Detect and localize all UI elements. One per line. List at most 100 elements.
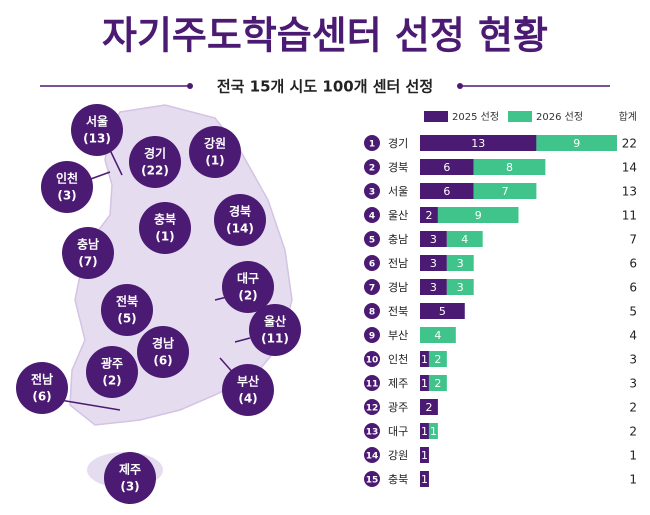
bar-segment	[420, 399, 438, 415]
leader-line	[109, 149, 123, 176]
bar-segment	[428, 351, 447, 367]
bar-value: 2	[425, 209, 432, 222]
region-badge	[16, 362, 68, 414]
region-name: 대구	[237, 272, 259, 286]
region-badge	[139, 202, 191, 254]
bar-value: 5	[439, 305, 446, 318]
bar-segment	[420, 423, 429, 439]
category-label: 제주	[388, 377, 408, 390]
rank-label: 8	[369, 308, 375, 318]
rule-dot	[457, 83, 463, 89]
total-header: 합계	[619, 111, 637, 123]
rank-badge	[364, 279, 380, 295]
region-name: 전북	[116, 294, 138, 309]
category-label: 전북	[388, 305, 408, 318]
region-badge	[101, 284, 153, 336]
bar-value: 3	[430, 281, 437, 294]
legend-swatch	[424, 111, 448, 122]
region-name: 울산	[264, 314, 286, 329]
region-name: 강원	[204, 137, 226, 151]
category-label: 전남	[388, 257, 408, 270]
rank-badge	[364, 255, 380, 271]
map-labels: 서울 (13) 강원 (1) 경기 (22) 인천 (3) 충북 (1) 경북 (14) 충남 (7) 대구…	[16, 104, 301, 504]
region-count: (7)	[78, 255, 97, 269]
rank-label: 15	[366, 476, 379, 486]
region-badge	[104, 452, 156, 504]
region-name: 충북	[154, 212, 176, 227]
legend-swatch	[508, 111, 532, 122]
bar-segment	[420, 231, 447, 247]
region-name: 제주	[119, 463, 141, 477]
bar-segment	[428, 375, 447, 391]
rank-label: 14	[366, 452, 379, 462]
total-value: 1	[629, 473, 637, 487]
total-value: 14	[622, 161, 637, 175]
region-name: 부산	[237, 374, 259, 389]
region-badge	[86, 346, 138, 398]
bar-value: 4	[461, 233, 468, 246]
region-badge	[222, 364, 274, 416]
bar-value: 13	[471, 137, 485, 150]
category-label: 서울	[388, 185, 408, 198]
bar-value: 1	[421, 425, 428, 438]
total-value: 6	[629, 257, 637, 271]
bar-value: 7	[502, 185, 509, 198]
total-value: 3	[629, 353, 637, 367]
bar-value: 9	[573, 137, 580, 150]
total-value: 11	[622, 209, 637, 223]
rank-label: 5	[369, 236, 375, 246]
region-count: (6)	[32, 390, 51, 404]
region-count: (22)	[141, 164, 169, 178]
rank-label: 2	[369, 164, 375, 174]
bar-chart: 2025 선정 2026 선정 합계1 경기 13 9 222 경북 6 8 143 서울 6 7 134 울…	[364, 111, 637, 487]
region-name: 서울	[86, 114, 108, 129]
bar-value: 1	[421, 449, 428, 462]
total-value: 2	[629, 425, 637, 439]
total-value: 1	[629, 449, 637, 463]
bar-segment	[420, 351, 429, 367]
category-label: 경기	[388, 137, 408, 150]
bar-segment	[536, 135, 617, 151]
category-label: 대구	[388, 425, 408, 438]
title: 자기주도학습센터 선정 현황	[102, 14, 548, 58]
leader-line	[87, 171, 111, 181]
bar-segment	[428, 423, 438, 439]
bar-value: 2	[434, 353, 441, 366]
rank-badge	[364, 423, 380, 439]
bar-segment	[420, 279, 447, 295]
region-badge	[249, 304, 301, 356]
category-label: 강원	[388, 449, 408, 462]
category-label: 경북	[388, 161, 408, 174]
region-badge	[129, 136, 181, 188]
rank-badge	[364, 399, 380, 415]
region-badge	[62, 227, 114, 279]
category-label: 부산	[388, 329, 408, 342]
region-badge	[214, 194, 266, 246]
rank-label: 1	[369, 140, 375, 150]
region-count: (3)	[120, 480, 139, 494]
rank-badge	[364, 375, 380, 391]
bar-segment	[420, 159, 474, 175]
rank-badge	[364, 207, 380, 223]
region-count: (13)	[83, 132, 111, 146]
region-badge	[222, 261, 274, 313]
bar-value: 2	[434, 377, 441, 390]
bar-segment	[420, 303, 465, 319]
category-label: 인천	[388, 352, 408, 366]
map-mainland	[69, 104, 293, 426]
leader-line	[234, 337, 251, 343]
rank-label: 3	[369, 188, 375, 198]
rank-label: 10	[366, 356, 379, 366]
region-name: 광주	[101, 356, 123, 371]
category-label: 광주	[388, 401, 408, 414]
bar-segment	[446, 231, 483, 247]
rank-badge	[364, 471, 380, 487]
rank-badge	[364, 327, 380, 343]
bar-segment	[420, 207, 438, 223]
rank-badge	[364, 231, 380, 247]
total-value: 3	[629, 377, 637, 391]
region-count: (4)	[238, 392, 257, 406]
region-count: (2)	[102, 374, 121, 388]
category-label: 울산	[388, 209, 408, 222]
